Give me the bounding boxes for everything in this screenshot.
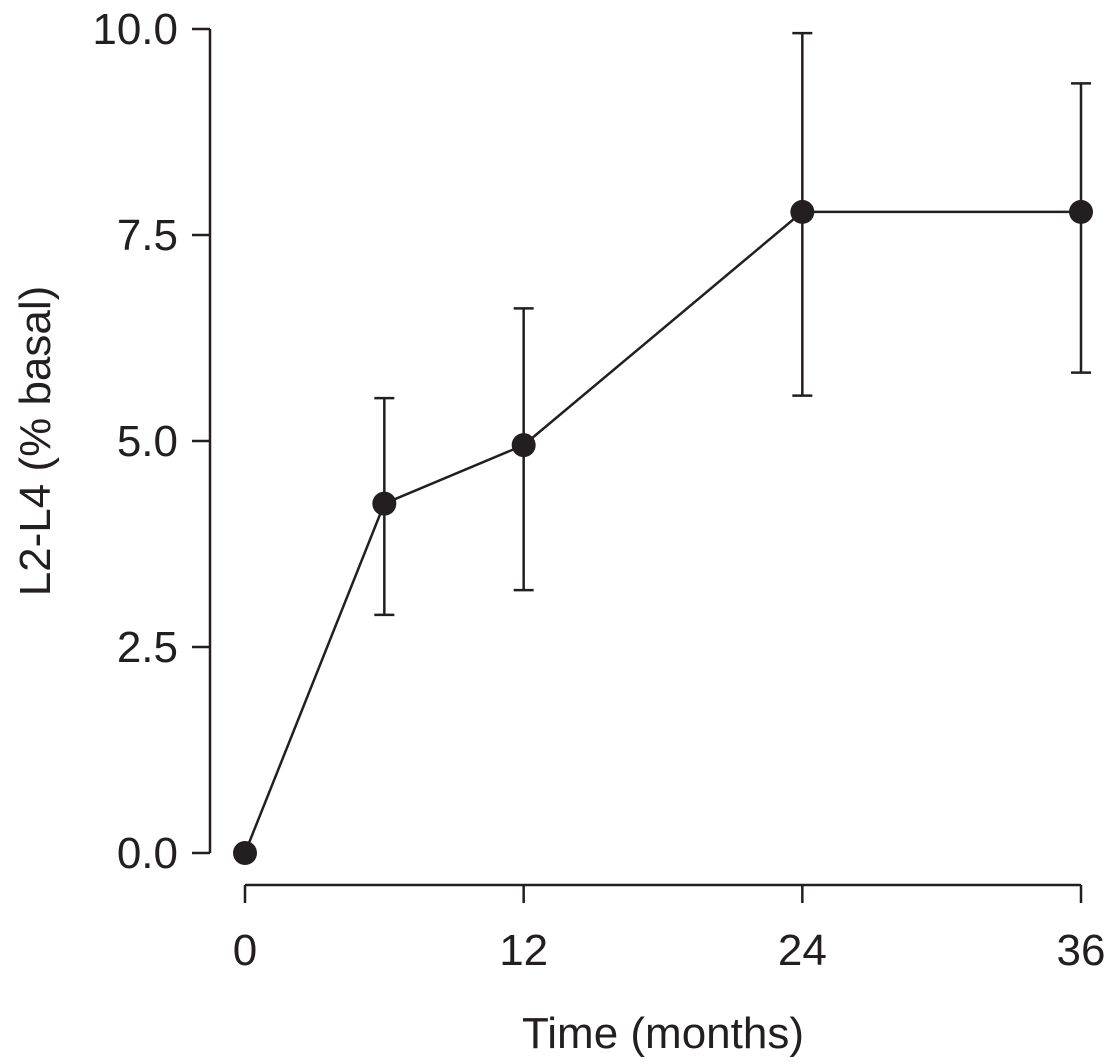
x-tick-label: 12 [499, 926, 548, 975]
plot-area [233, 31, 1093, 865]
x-axis-title: Time (months) [522, 1009, 804, 1058]
data-point [372, 491, 397, 516]
x-tick-label: 0 [233, 926, 257, 975]
y-axis-title: L2-L4 (% basal) [11, 286, 60, 597]
series-line [243, 210, 1081, 854]
y-tick-label: 10.0 [92, 5, 178, 54]
y-tick-label: 5.0 [117, 417, 178, 466]
data-point [790, 199, 815, 224]
data-point [1069, 199, 1093, 224]
x-tick-label: 36 [1057, 926, 1106, 975]
data-point [233, 841, 257, 865]
y-tick-label: 0.0 [117, 829, 178, 878]
data-point [511, 433, 536, 458]
y-tick-label: 2.5 [117, 623, 178, 672]
x-axis: 0 12 24 36 [233, 883, 1106, 975]
y-tick-label: 7.5 [117, 211, 178, 260]
x-tick-label: 24 [778, 926, 827, 975]
y-axis: 0.0 2.5 5.0 7.5 10.0 [92, 5, 212, 878]
